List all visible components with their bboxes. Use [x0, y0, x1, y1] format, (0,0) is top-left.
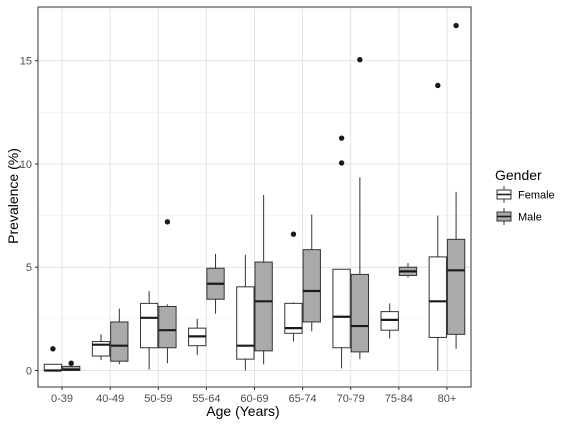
box-male-40-49: [110, 308, 129, 365]
y-tick-label: 15: [20, 56, 32, 68]
axis-layer: Age (Years) Prevalence (%) 0 5 10 15 0-39 40-…: [5, 56, 456, 419]
x-tick-label: 50-59: [144, 393, 172, 405]
box-female-50-59: [139, 290, 159, 370]
legend-entry-male: Male: [496, 208, 542, 225]
y-axis-title: Prevalence (%): [5, 148, 21, 244]
box-female-40-49: [91, 334, 111, 361]
legend-entry-female: Female: [496, 186, 555, 203]
box-body: [350, 273, 370, 353]
outlier-point: [338, 135, 345, 141]
box-male-0-39: [62, 360, 81, 371]
box-male-70-79: [350, 56, 370, 360]
outlier-point: [50, 346, 56, 352]
outlier-point: [290, 231, 297, 237]
x-tick-label: 70-79: [337, 393, 365, 405]
box-female-0-39: [43, 346, 63, 372]
box-body: [284, 302, 303, 334]
box-body: [446, 238, 466, 335]
box-body: [139, 302, 159, 349]
box-body: [236, 286, 255, 360]
y-tick-label: 5: [26, 262, 32, 274]
x-tick-label: 40-49: [96, 393, 124, 405]
box-body: [428, 256, 447, 338]
box-body: [158, 305, 177, 349]
legend: Gender Female Male: [495, 167, 555, 225]
box-female-70-79: [332, 135, 351, 369]
box-body: [332, 268, 351, 349]
legend-title: Gender: [495, 167, 542, 183]
outlier-point: [68, 360, 74, 366]
legend-label: Male: [518, 212, 542, 224]
box-body: [302, 249, 321, 323]
y-tick-label: 10: [20, 159, 32, 171]
x-tick-label: 80+: [438, 393, 457, 405]
box-body: [110, 321, 129, 362]
box-female-60-69: [236, 254, 255, 371]
x-tick-label: 65-74: [289, 393, 317, 405]
x-tick-label: 55-64: [192, 393, 220, 405]
x-tick-label: 60-69: [240, 393, 268, 405]
box-female-75-84: [380, 303, 399, 339]
box-female-55-64: [188, 318, 207, 355]
box-male-80+: [446, 22, 466, 349]
x-tick-label: 75-84: [385, 393, 413, 405]
box-body: [254, 261, 273, 352]
box-male-50-59: [158, 219, 177, 364]
box-male-60-69: [254, 194, 273, 365]
outlier-point: [164, 219, 171, 225]
outlier-point: [357, 56, 363, 63]
x-tick-label: 0-39: [51, 393, 73, 405]
box-female-65-74: [284, 231, 303, 342]
outlier-point: [435, 82, 441, 89]
x-axis-title: Age (Years): [206, 403, 279, 419]
y-tick-label: 0: [26, 365, 32, 377]
box-layer: [37, 6, 472, 388]
box-male-65-74: [302, 214, 321, 332]
legend-label: Female: [518, 190, 555, 202]
outlier-point: [338, 160, 345, 166]
box-male-55-64: [206, 253, 225, 314]
box-male-75-84: [398, 263, 418, 278]
box-female-80+: [428, 82, 447, 371]
outlier-point: [453, 22, 459, 29]
